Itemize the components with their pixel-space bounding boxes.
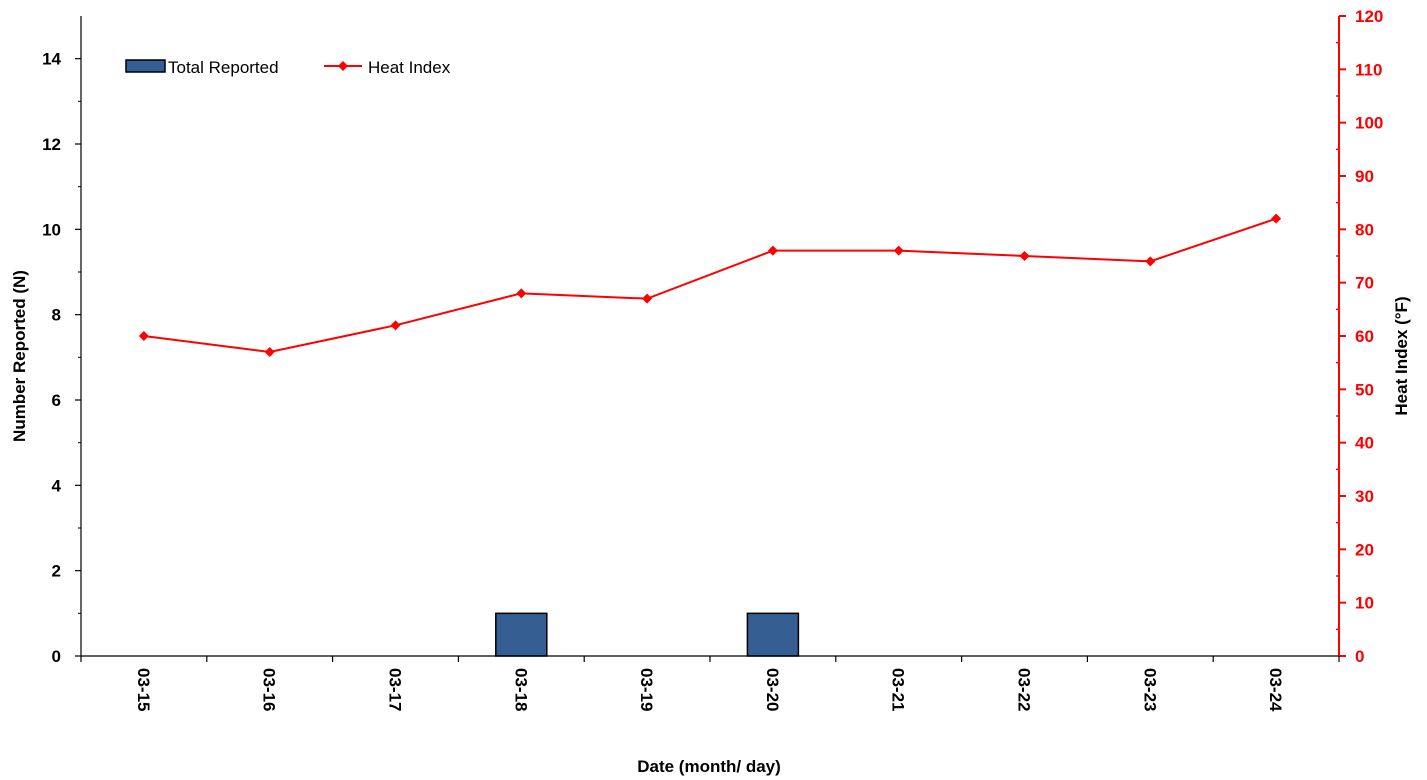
y2-tick-label-80: 80 (1355, 220, 1374, 239)
y2-axis-title: Heat Index (°F) (1392, 296, 1411, 415)
point-heat-index-03-16 (264, 347, 275, 357)
x-tick-label-03-23: 03-23 (1140, 668, 1159, 711)
x-tick-label-03-20: 03-20 (763, 668, 782, 711)
x-axis-title: Date (month/ day) (637, 757, 781, 776)
y2-tick-label-70: 70 (1355, 274, 1374, 293)
bar-total-reported-03-18 (495, 612, 548, 657)
line-heat-index (143, 217, 1277, 354)
legend-label-heat-index: Heat Index (368, 58, 451, 77)
x-tick-label-03-19: 03-19 (637, 668, 656, 711)
line-layer (138, 213, 1282, 357)
legend: Total Reported Heat Index (125, 58, 451, 77)
y-tick-label-14: 14 (42, 50, 61, 69)
y-tick-label-2: 2 (52, 562, 61, 581)
y-tick-label-0: 0 (52, 647, 61, 666)
y-tick-label-8: 8 (52, 306, 61, 325)
y2-tick-label-60: 60 (1355, 327, 1374, 346)
y2-tick-label-100: 100 (1355, 114, 1383, 133)
point-heat-index-03-24 (1271, 213, 1282, 224)
y2-tick-label-30: 30 (1355, 487, 1374, 506)
y2-tick-label-0: 0 (1355, 647, 1364, 666)
y-tick-label-4: 4 (52, 476, 62, 495)
x-tick-label-03-17: 03-17 (386, 668, 405, 711)
y2-tick-label-20: 20 (1355, 540, 1374, 559)
legend-label-total-reported: Total Reported (168, 58, 279, 77)
x-tick-label-03-16: 03-16 (260, 668, 279, 711)
y2-tick-label-40: 40 (1355, 434, 1374, 453)
y2-tick-label-110: 110 (1355, 60, 1382, 79)
axes-layer (80, 16, 1340, 657)
legend-swatch-heat-index-marker (338, 61, 348, 71)
y-tick-label-10: 10 (42, 220, 61, 239)
y2-tick-label-50: 50 (1355, 380, 1374, 399)
point-heat-index-03-17 (390, 320, 401, 331)
point-heat-index-03-15 (138, 331, 149, 341)
point-heat-index-03-21 (893, 245, 904, 256)
x-tick-label-03-15: 03-15 (134, 668, 153, 711)
bar-total-reported-03-20 (746, 612, 800, 657)
x-tick-label-03-18: 03-18 (511, 668, 530, 711)
bars-layer (495, 612, 800, 657)
x-tick-label-03-21: 03-21 (889, 668, 908, 711)
point-heat-index-03-19 (642, 293, 653, 304)
point-heat-index-03-20 (767, 245, 778, 256)
ticks-layer: 0 2 4 6 8 10 12 14 0 10 20 30 40 50 60 70 80 90 100 110 120 0… (42, 7, 1383, 712)
point-heat-index-03-18 (516, 288, 527, 299)
point-heat-index-03-23 (1145, 256, 1156, 267)
y2-tick-label-10: 10 (1355, 594, 1374, 613)
y-tick-label-12: 12 (42, 135, 61, 154)
y2-tick-label-120: 120 (1355, 7, 1383, 26)
point-heat-index-03-22 (1019, 251, 1030, 261)
legend-swatch-total-reported (125, 59, 166, 73)
x-tick-label-03-22: 03-22 (1015, 668, 1034, 711)
x-tick-label-03-24: 03-24 (1266, 668, 1285, 712)
y-tick-label-6: 6 (52, 391, 61, 410)
y-axis-title: Number Reported (N) (10, 270, 29, 442)
y2-tick-label-90: 90 (1355, 167, 1374, 186)
